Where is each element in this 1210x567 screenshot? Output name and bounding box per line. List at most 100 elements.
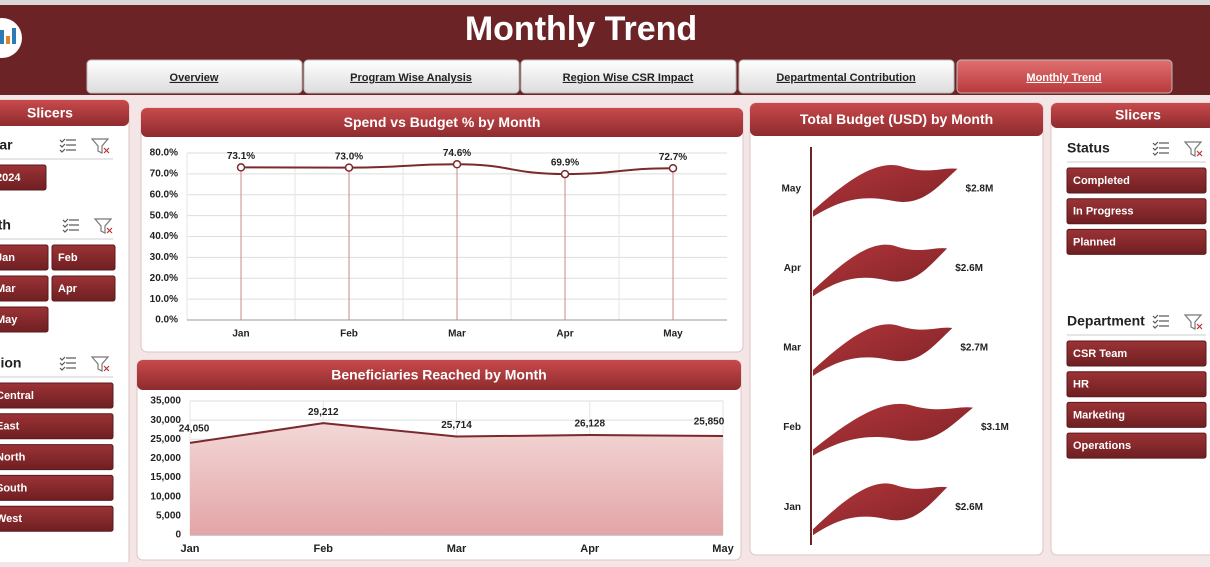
value-label: 26,128 — [574, 419, 605, 430]
tab-label[interactable]: Program Wise Analysis — [350, 72, 472, 84]
icon-filter[interactable] — [1183, 141, 1203, 157]
icon-clear[interactable] — [103, 147, 110, 154]
tab[interactable] — [86, 59, 303, 94]
x-tick-label: Feb — [340, 329, 358, 340]
slicer-button[interactable] — [1066, 371, 1207, 398]
slicer-item[interactable]: HR — [1073, 379, 1089, 391]
panel-header — [1051, 103, 1210, 128]
slicer-item[interactable]: 2024 — [0, 172, 21, 184]
panel-header — [137, 360, 741, 390]
panel-title: Beneficiaries Reached by Month — [331, 367, 547, 383]
icon-check — [62, 228, 69, 233]
icon-check — [59, 361, 66, 366]
x-tick-label: Feb — [313, 543, 333, 555]
slicer-group-title: Year — [0, 137, 13, 153]
slicer-button[interactable] — [51, 275, 116, 302]
slicer-button[interactable] — [1066, 432, 1207, 459]
icon-filter[interactable] — [90, 356, 110, 372]
logo-bar — [6, 36, 10, 44]
icon-check — [59, 148, 66, 153]
point — [452, 160, 462, 169]
slicer-item[interactable]: Marketing — [1073, 409, 1125, 421]
icon-check — [59, 366, 66, 371]
y-tick-label: Apr — [784, 263, 801, 274]
value-label: 73.0% — [335, 151, 363, 162]
icon-check — [1152, 319, 1159, 324]
x-tick-label: Apr — [556, 329, 573, 340]
icon-check — [62, 223, 69, 228]
slicer-button[interactable] — [0, 275, 49, 302]
icon-filter[interactable] — [1183, 314, 1203, 330]
slicer-button[interactable] — [1066, 401, 1207, 428]
slicer-button[interactable] — [51, 244, 116, 271]
value-label: $3.1M — [981, 422, 1009, 433]
y-tick-label: 10,000 — [150, 491, 181, 502]
slicer-button[interactable] — [0, 474, 114, 501]
slicer-button[interactable] — [1066, 198, 1207, 225]
panel-title: Total Budget (USD) by Month — [800, 111, 993, 127]
slicer-item[interactable]: Apr — [58, 283, 78, 295]
slicer-item[interactable]: In Progress — [1073, 206, 1134, 218]
slicer-item[interactable]: May — [0, 314, 18, 326]
icon-clear[interactable] — [106, 227, 113, 234]
value-label: 72.7% — [659, 152, 687, 163]
slicer-button[interactable] — [1066, 340, 1207, 367]
icon-check — [1152, 146, 1159, 151]
bar — [813, 244, 948, 297]
slicer-button[interactable] — [0, 244, 49, 271]
slicer-button[interactable] — [0, 413, 114, 440]
tab[interactable] — [738, 59, 955, 94]
bar — [813, 165, 958, 217]
icon-check — [59, 138, 66, 143]
area — [190, 423, 723, 535]
y-tick-label: 10.0% — [150, 294, 178, 305]
icon-clear[interactable] — [1196, 323, 1203, 330]
slicer-button[interactable] — [1066, 228, 1207, 255]
y-tick-label: Jan — [784, 502, 801, 513]
slicer-button[interactable] — [0, 382, 114, 409]
slicer-item[interactable]: Feb — [58, 252, 78, 264]
x-tick-label: Jan — [232, 329, 249, 340]
slicer-item[interactable]: North — [0, 452, 26, 464]
tab[interactable] — [956, 59, 1173, 94]
slicer-item[interactable]: Planned — [1073, 236, 1116, 248]
panel-title: Spend vs Budget % by Month — [344, 114, 541, 130]
icon-filter[interactable] — [90, 138, 110, 154]
slicer-item[interactable]: South — [0, 482, 27, 494]
logo-bar — [12, 28, 16, 44]
y-tick-label: May — [782, 183, 802, 194]
slicer-item[interactable]: Completed — [1073, 175, 1130, 187]
slicer-button[interactable] — [0, 306, 49, 333]
value-label: 73.1% — [227, 151, 255, 162]
icon-filter[interactable] — [93, 218, 113, 234]
top-strip — [0, 0, 1210, 5]
logo — [0, 18, 22, 58]
icon-clear[interactable] — [103, 365, 110, 372]
icon-clear[interactable] — [1196, 150, 1203, 157]
slicer-item[interactable]: East — [0, 421, 20, 433]
tab-label[interactable]: Departmental Contribution — [776, 72, 916, 84]
slicer-button[interactable] — [0, 164, 47, 191]
slicer-item[interactable]: CSR Team — [1073, 348, 1127, 360]
tab[interactable] — [303, 59, 520, 94]
panel-header — [0, 100, 129, 126]
y-tick-label: 25,000 — [150, 434, 181, 445]
icon-check — [1152, 151, 1159, 156]
slicer-item[interactable]: West — [0, 513, 22, 525]
slicer-button[interactable] — [0, 444, 114, 471]
tab-label[interactable]: Monthly Trend — [1026, 72, 1101, 84]
slicer-item[interactable]: Jan — [0, 252, 15, 264]
y-tick-label: 50.0% — [150, 210, 178, 221]
tab-label[interactable]: Overview — [170, 72, 219, 84]
slicer-button[interactable] — [1066, 167, 1207, 194]
icon-check — [59, 356, 66, 361]
slicer-item[interactable]: Operations — [1073, 440, 1131, 452]
value-label: $2.6M — [955, 263, 983, 274]
tab[interactable] — [520, 59, 737, 94]
slicer-item[interactable]: Central — [0, 390, 34, 402]
slicer-item[interactable]: Mar — [0, 283, 16, 295]
slicer-button[interactable] — [0, 505, 114, 532]
y-tick-label: Feb — [783, 422, 801, 433]
tab-label[interactable]: Region Wise CSR Impact — [563, 72, 694, 84]
